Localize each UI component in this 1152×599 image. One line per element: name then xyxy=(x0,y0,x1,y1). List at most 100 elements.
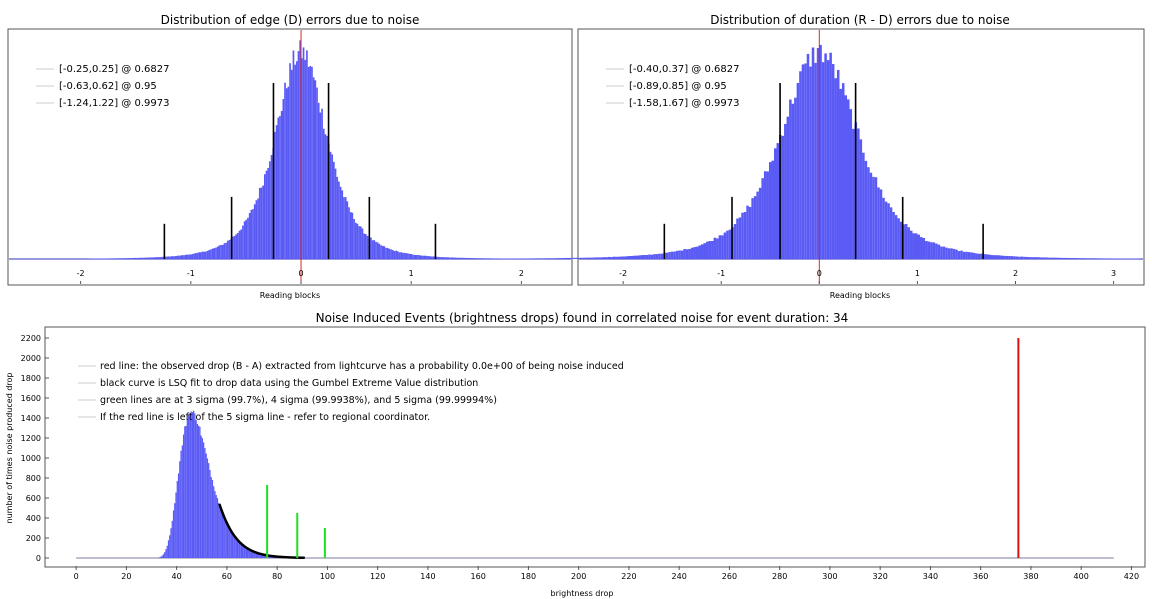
duration-histogram-bar xyxy=(547,258,550,259)
duration-histogram-bar xyxy=(957,251,961,259)
noise-histogram-bar xyxy=(201,438,204,558)
edge-histogram-bar xyxy=(277,117,280,259)
duration-histogram-bar xyxy=(721,235,724,259)
edge-histogram-bar xyxy=(307,66,310,259)
edge-histogram-bar xyxy=(472,258,475,259)
duration-histogram-bar xyxy=(884,201,888,259)
edge-histogram-bar xyxy=(206,250,209,259)
duration-histogram-bar xyxy=(587,257,591,259)
edge-histogram-bar xyxy=(267,167,270,259)
edge-histogram-bar xyxy=(466,257,468,259)
edge-x-tick-label: 0 xyxy=(298,269,303,278)
edge-histogram-bar xyxy=(319,112,322,259)
edge-histogram-bar xyxy=(186,254,189,259)
duration-histogram-bar xyxy=(567,257,571,259)
edge-histogram-bar xyxy=(450,257,453,259)
duration-histogram-bar xyxy=(965,251,968,259)
edge-legend: [-0.25,0.25] @ 0.6827 [-0.63,0.62] @ 0.9… xyxy=(36,64,169,109)
duration-histogram-bar xyxy=(565,257,568,259)
noise-histogram-bar xyxy=(245,547,248,558)
edge-histogram-bar xyxy=(299,40,302,259)
edge-histogram-bar xyxy=(476,258,478,259)
noise-histogram-bar xyxy=(190,411,192,558)
duration-histogram-bar xyxy=(527,258,530,259)
duration-histogram-bar xyxy=(577,257,581,259)
edge-histogram-bar xyxy=(339,186,342,259)
edge-histogram-bar xyxy=(351,212,354,259)
edge-histogram-bar xyxy=(211,248,214,259)
edge-histogram-bar xyxy=(127,258,130,259)
duration-histogram-bar xyxy=(806,53,810,259)
duration-histogram-bar xyxy=(804,63,807,259)
noise-histogram-bar xyxy=(243,546,245,558)
duration-histogram-bar xyxy=(698,245,701,259)
edge-histogram-bar xyxy=(469,257,472,259)
noise-histogram-bar xyxy=(195,420,197,558)
edge-histogram-bar xyxy=(144,257,147,259)
noise-histogram-bar xyxy=(260,554,263,558)
noise-histogram-bar xyxy=(165,549,167,558)
edge-histogram-bar xyxy=(499,258,502,259)
noise-histogram-bar xyxy=(223,516,225,558)
duration-histogram-bar xyxy=(990,255,994,259)
noise-histogram-bar xyxy=(224,519,226,558)
edge-histogram-bar xyxy=(396,251,399,259)
edge-histogram-bar xyxy=(306,50,308,259)
duration-histogram-bar xyxy=(582,257,586,259)
duration-histogram-bar xyxy=(761,178,764,259)
noise-x-tick-label: 120 xyxy=(370,572,385,581)
edge-plot-frame xyxy=(7,28,573,286)
noise-histogram-bar xyxy=(171,520,173,558)
duration-histogram-bar xyxy=(831,63,835,259)
duration-histogram-bar xyxy=(834,78,837,259)
duration-histogram-bar xyxy=(1025,256,1029,259)
edge-histogram-bar xyxy=(218,245,221,259)
duration-histogram-bar xyxy=(982,254,986,259)
edge-histogram-bar xyxy=(213,248,216,259)
noise-histogram-bar xyxy=(233,535,235,558)
edge-histogram-bar xyxy=(311,66,313,259)
noise-legend-entry: black curve is LSQ fit to drop data usin… xyxy=(100,378,478,389)
sigma-lines xyxy=(266,485,326,558)
noise-plot-frame xyxy=(44,326,1146,568)
noise-histogram-bar xyxy=(186,418,188,558)
edge-histogram-bar xyxy=(248,213,251,259)
edge-histogram-bar xyxy=(444,257,446,259)
edge-histogram-bar xyxy=(302,47,305,260)
duration-histogram-bar xyxy=(660,253,664,259)
duration-histogram-bar xyxy=(1000,255,1004,259)
noise-x-tick-label: 200 xyxy=(571,572,586,581)
edge-histogram-bar xyxy=(270,154,273,259)
noise-histogram-bar xyxy=(264,555,266,558)
edge-histogram-bar xyxy=(242,225,244,259)
duration-histogram-bar xyxy=(580,257,583,259)
edge-histogram-bar xyxy=(359,226,362,259)
duration-histogram-bar xyxy=(917,234,921,259)
duration-histogram-bar xyxy=(862,152,865,259)
duration-histogram-bar xyxy=(937,244,941,259)
edge-histogram-bar xyxy=(489,258,492,259)
duration-x-tick-label: 0 xyxy=(817,269,822,278)
duration-histogram-bar xyxy=(794,97,797,259)
edge-histogram-bar xyxy=(301,58,303,259)
edge-histogram-bar xyxy=(371,240,374,259)
duration-histogram-bar xyxy=(746,205,749,259)
noise-x-tick-label: 340 xyxy=(923,572,938,581)
edge-histogram-bar xyxy=(338,181,340,259)
duration-histogram-bar xyxy=(776,143,780,259)
noise-histogram-bar xyxy=(180,450,182,558)
noise-histogram-bar xyxy=(192,410,195,558)
edge-histogram-bar xyxy=(309,65,312,259)
duration-histogram-bar xyxy=(786,116,790,259)
noise-y-tick-label: 1000 xyxy=(21,454,41,463)
duration-histogram-bar xyxy=(625,256,628,259)
noise-histogram-bar xyxy=(169,535,171,558)
duration-histogram-bar xyxy=(904,224,908,259)
edge-x-tick-label: 2 xyxy=(519,269,524,278)
duration-histogram-bar xyxy=(1101,258,1104,259)
duration-histogram-bar xyxy=(612,256,616,259)
duration-histogram-bar xyxy=(967,252,971,259)
edge-histogram-bar xyxy=(449,257,451,259)
noise-y-tick-label: 400 xyxy=(26,514,41,523)
noise-histogram-bar xyxy=(211,479,214,558)
